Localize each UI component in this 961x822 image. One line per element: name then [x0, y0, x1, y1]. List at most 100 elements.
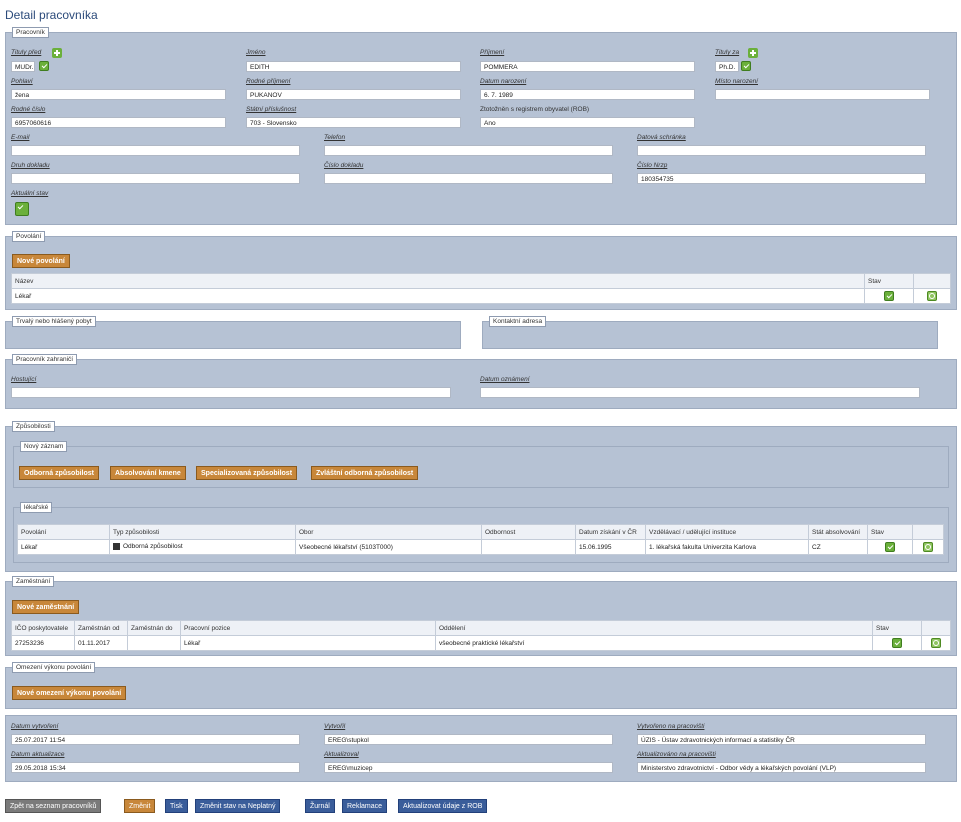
- column-header: IČO poskytovatele: [11, 620, 75, 636]
- section-zamestnani: Zaměstnání Nové zaměstnání IČO poskytova…: [5, 576, 957, 656]
- legend-omezeni: Omezení výkonu povolání: [12, 662, 96, 673]
- legend-kontaktni-adresa: Kontaktní adresa: [489, 316, 547, 327]
- column-header: Název: [11, 273, 865, 289]
- specializovana-zpusobilost-button[interactable]: Specializovaná způsobilost: [196, 466, 298, 480]
- aktualni-stav-label: Aktuální stav: [11, 190, 49, 197]
- jmeno-field[interactable]: EDITH: [246, 61, 461, 72]
- legend-povolani: Povolání: [12, 231, 46, 242]
- confirm-icon[interactable]: [39, 61, 49, 71]
- update-rob-button[interactable]: Aktualizovat údaje z ROB: [398, 799, 488, 813]
- prijmeni-field[interactable]: POMMERA: [480, 61, 695, 72]
- rob-label: Ztotožněn s registrem obyvatel (ROB): [480, 106, 590, 113]
- table-cell: 15.06.1995: [575, 539, 646, 555]
- detail-zoom-icon[interactable]: [931, 638, 941, 648]
- table-cell: [481, 539, 576, 555]
- table-cell: Lékař: [17, 539, 110, 555]
- table-row[interactable]: Lékař: [11, 288, 951, 304]
- table-row[interactable]: 27253236 01.11.2017 Lékař všeobecné prak…: [11, 635, 951, 651]
- aktualizoval-field[interactable]: EREG\muzicep: [324, 762, 613, 773]
- datum-oznameni-label: Datum oznámení: [480, 376, 530, 383]
- status-ok-icon[interactable]: [885, 542, 895, 552]
- telefon-field[interactable]: [324, 145, 613, 156]
- legend-zahranici: Pracovník zahraničí: [12, 354, 78, 365]
- email-field[interactable]: [11, 145, 300, 156]
- datum-aktualizace-field[interactable]: 29.05.2018 15:34: [11, 762, 300, 773]
- table-cell: Lékař: [180, 635, 436, 651]
- print-button[interactable]: Tisk: [165, 799, 188, 813]
- section-kontaktni-adresa: Kontaktní adresa: [482, 316, 938, 349]
- change-button[interactable]: Změnit: [124, 799, 156, 813]
- pohlavi-field[interactable]: žena: [11, 89, 226, 100]
- rodne-prijmeni-field[interactable]: PUKANOV: [246, 89, 461, 100]
- tituly-za-label: Tituly za: [715, 49, 740, 56]
- table-cell: 1. lékařská fakulta Univerzita Karlova: [645, 539, 809, 555]
- column-header: [921, 620, 951, 636]
- tituly-za-field[interactable]: Ph.D.: [715, 61, 739, 72]
- rob-field[interactable]: Ano: [480, 117, 695, 128]
- vytvoreno-field[interactable]: ÚZIS - Ústav zdravotnických informací a …: [637, 734, 926, 745]
- table-cell: Lékař: [11, 288, 865, 304]
- complaint-button[interactable]: Reklamace: [342, 799, 388, 813]
- cislo-nrzp-field[interactable]: 180354735: [637, 173, 926, 184]
- datum-vytvoreni-field[interactable]: 25.07.2017 11:54: [11, 734, 300, 745]
- jmeno-label: Jméno: [246, 49, 266, 56]
- table-cell: Všeobecné lékařství (5103T000): [295, 539, 482, 555]
- aktualizovano-field[interactable]: Ministerstvo zdravotnictví - Odbor vědy …: [637, 762, 926, 773]
- column-header: [912, 524, 944, 540]
- datova-schranka-field[interactable]: [637, 145, 926, 156]
- column-header: Povolání: [17, 524, 110, 540]
- table-cell: CZ: [808, 539, 868, 555]
- section-povolani: Povolání Nové povolání Název Stav Lékař: [5, 231, 957, 310]
- misto-narozeni-field[interactable]: [715, 89, 930, 100]
- hostujici-field[interactable]: [11, 387, 451, 398]
- hostujici-label: Hostující: [11, 376, 37, 383]
- tituly-pred-label: Tituly před: [11, 49, 42, 56]
- tituly-pred-field[interactable]: MUDr.: [11, 61, 35, 72]
- journal-button[interactable]: Žurnál: [305, 799, 335, 813]
- rodne-cislo-field[interactable]: 6957060616: [11, 117, 226, 128]
- datova-schranka-label: Datová schránka: [637, 134, 686, 141]
- cislo-dokladu-label: Číslo dokladu: [324, 162, 364, 169]
- column-header: Vzdělávací / udělující instituce: [645, 524, 809, 540]
- page-title: Detail pracovníka: [5, 8, 98, 22]
- datum-oznameni-field[interactable]: [480, 387, 920, 398]
- add-plus-icon[interactable]: [52, 48, 62, 58]
- legend-zpusobilosti: Způsobilosti: [12, 421, 55, 432]
- status-ok-icon[interactable]: [892, 638, 902, 648]
- status-ok-icon[interactable]: [884, 291, 894, 301]
- odborna-zpusobilost-button[interactable]: Odborná způsobilost: [19, 466, 99, 480]
- aktualizoval-label: Aktualizoval: [324, 751, 359, 758]
- detail-zoom-icon[interactable]: [927, 291, 937, 301]
- column-header: [913, 273, 951, 289]
- vytvoril-field[interactable]: EREG\stupkol: [324, 734, 613, 745]
- zvlastni-odborna-zpusobilost-button[interactable]: Zvláštní odborná způsobilost: [311, 466, 419, 480]
- cislo-dokladu-field[interactable]: [324, 173, 613, 184]
- column-header: Odbornost: [481, 524, 576, 540]
- povolani-table: Název Stav Lékař: [11, 273, 951, 304]
- datum-narozeni-field[interactable]: 6. 7. 1989: [480, 89, 695, 100]
- confirm-icon[interactable]: [741, 61, 751, 71]
- table-cell: 27253236: [11, 635, 75, 651]
- druh-dokladu-field[interactable]: [11, 173, 300, 184]
- absolvovani-kmene-button[interactable]: Absolvování kmene: [110, 466, 186, 480]
- prijmeni-label: Příjmení: [480, 49, 505, 56]
- section-pracovnik: Pracovník Tituly před MUDr. Jméno EDITH …: [5, 27, 957, 225]
- legend-novy-zaznam: Nový záznam: [20, 441, 68, 452]
- section-zahranici: Pracovník zahraničí Hostující Datum ozná…: [5, 354, 957, 409]
- new-povolani-button[interactable]: Nové povolání: [12, 254, 70, 268]
- new-omezeni-button[interactable]: Nové omezení výkonu povolání: [12, 686, 127, 700]
- add-plus-icon[interactable]: [748, 48, 758, 58]
- new-zamestnani-button[interactable]: Nové zaměstnání: [12, 600, 80, 614]
- statni-prislusnost-field[interactable]: 703 - Slovensko: [246, 117, 461, 128]
- column-header: Stav: [872, 620, 922, 636]
- detail-zoom-icon[interactable]: [923, 542, 933, 552]
- datum-aktualizace-label: Datum aktualizace: [11, 751, 65, 758]
- table-cell: 01.11.2017: [74, 635, 128, 651]
- column-header: Oddělení: [435, 620, 873, 636]
- set-invalid-button[interactable]: Změnit stav na Neplatný: [195, 799, 281, 813]
- table-row[interactable]: Lékař Odborná způsobilost Všeobecné léka…: [17, 539, 944, 555]
- status-ok-icon[interactable]: [15, 202, 29, 216]
- back-to-list-button[interactable]: Zpět na seznam pracovníků: [5, 799, 102, 813]
- column-header: Obor: [295, 524, 482, 540]
- lekarske-group: lékařské Povolání Typ způsobilosti Obor …: [13, 502, 949, 563]
